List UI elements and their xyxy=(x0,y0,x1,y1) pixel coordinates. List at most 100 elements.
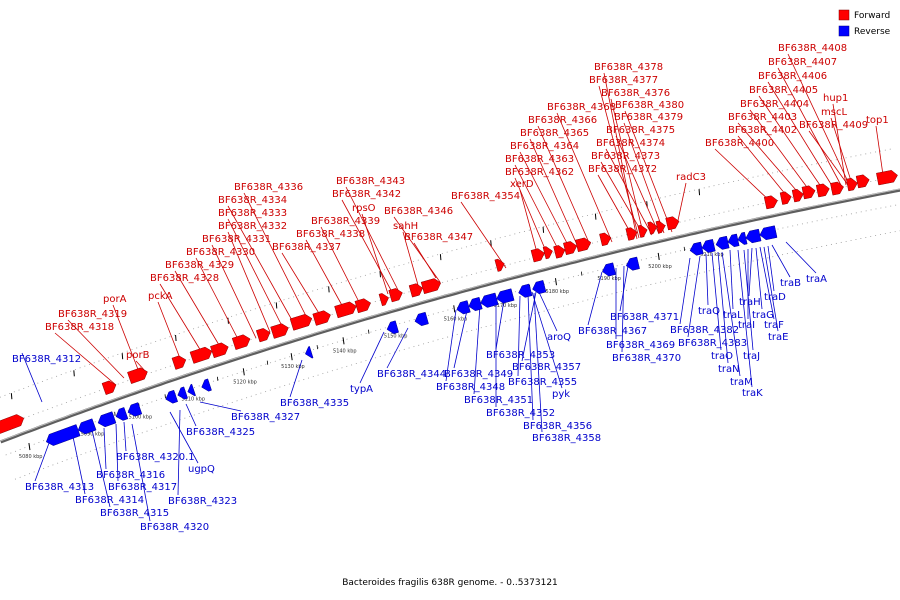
forward-gene xyxy=(779,191,792,205)
forward-gene-label: BF638R_4362 xyxy=(505,167,574,178)
leader-line xyxy=(767,245,775,292)
leader-line xyxy=(531,291,563,389)
legend-reverse-label: Reverse xyxy=(854,27,891,37)
forward-gene-label: BF638R_4366 xyxy=(528,115,597,126)
reverse-gene-label: pyk xyxy=(552,389,570,400)
tick-upper xyxy=(490,240,492,247)
forward-gene-label: BF638R_4378 xyxy=(594,62,663,73)
tick-minor xyxy=(216,376,219,381)
leader-line xyxy=(227,205,294,323)
tick-upper xyxy=(121,353,124,360)
reverse-gene xyxy=(115,407,129,421)
forward-gene xyxy=(171,355,187,370)
forward-gene xyxy=(625,227,638,241)
leader-line xyxy=(830,117,853,185)
forward-gene xyxy=(655,220,666,234)
figure-caption: Bacteroides fragilis 638R genome. - 0..5… xyxy=(342,578,558,588)
forward-gene-label: BF638R_4331 xyxy=(202,234,271,245)
leader-line xyxy=(177,409,181,496)
leader-line xyxy=(529,138,579,248)
forward-gene xyxy=(665,216,680,231)
reverse-gene-label: traL xyxy=(723,310,743,321)
reverse-gene-label: traB xyxy=(780,278,801,289)
forward-gene xyxy=(763,195,778,210)
reverse-gene xyxy=(715,235,730,250)
tick-upper xyxy=(379,271,381,278)
reverse-gene-label: traD xyxy=(764,292,786,303)
forward-gene-label: BF638R_4409 xyxy=(799,120,868,131)
forward-gene xyxy=(334,301,357,319)
forward-gene-label: BF638R_4380 xyxy=(615,100,684,111)
leader-line xyxy=(737,122,803,198)
leader-line xyxy=(743,249,754,351)
leader-line xyxy=(610,98,645,238)
tick-upper xyxy=(542,226,545,233)
reverse-gene xyxy=(601,262,617,277)
reverse-gene-label: BF638R_4344 xyxy=(377,369,446,380)
reverse-gene-label: BF638R_4315 xyxy=(100,508,169,519)
reverse-gene xyxy=(304,346,314,359)
forward-gene xyxy=(0,414,25,434)
forward-gene xyxy=(553,245,566,259)
leader-line xyxy=(679,257,691,325)
leader-line xyxy=(71,431,86,495)
reverse-gene xyxy=(480,292,499,308)
reverse-gene xyxy=(165,389,179,404)
leader-line xyxy=(808,130,849,186)
forward-gene-label: BF638R_4405 xyxy=(749,85,818,96)
legend-reverse-swatch xyxy=(838,25,850,37)
reverse-gene xyxy=(45,424,81,446)
reverse-gene-label: traI xyxy=(738,320,755,331)
reverse-gene-label: BF638R_4348 xyxy=(436,382,505,393)
reverse-gene xyxy=(468,296,483,312)
forward-gene xyxy=(542,246,553,260)
leader-line xyxy=(537,289,558,332)
forward-gene xyxy=(830,181,844,196)
leader-line xyxy=(103,427,107,470)
tick-major xyxy=(242,368,245,376)
tick-major xyxy=(290,353,293,361)
leader-line xyxy=(729,249,734,310)
backbone-highlight xyxy=(0,188,900,442)
reverse-gene xyxy=(386,320,399,335)
leader-line xyxy=(227,218,283,327)
forward-gene xyxy=(231,334,251,350)
reverse-gene-label: BF638R_4314 xyxy=(75,495,144,506)
forward-gene xyxy=(599,232,612,247)
forward-gene-label: porB xyxy=(126,350,150,361)
leader-line xyxy=(623,122,665,234)
forward-gene xyxy=(101,380,117,395)
leader-line xyxy=(785,241,817,274)
leader-line xyxy=(767,81,835,190)
legend-forward-label: Forward xyxy=(854,11,890,21)
reverse-gene xyxy=(127,402,143,417)
tick-label: 5120 kbp xyxy=(233,379,257,385)
forward-gene-label: porA xyxy=(103,294,127,305)
leader-line xyxy=(199,401,242,412)
forward-gene xyxy=(855,174,870,189)
forward-gene-label: BF638R_4332 xyxy=(218,221,287,232)
forward-gene-label: BF638R_4402 xyxy=(728,125,797,136)
forward-gene-label: BF638R_4334 xyxy=(218,195,287,206)
leader-line xyxy=(54,332,117,386)
forward-gene-label: BF638R_4354 xyxy=(451,191,520,202)
reverse-gene xyxy=(496,288,515,304)
tick-label: 5100 kbp xyxy=(129,414,153,420)
reverse-gene xyxy=(727,233,740,248)
reverse-gene-label: BF638R_4313 xyxy=(25,482,94,493)
reverse-gene-label: BF638R_4383 xyxy=(678,338,747,349)
leader-line xyxy=(519,151,571,250)
leader-line xyxy=(514,177,549,257)
forward-gene-label: BF638R_4368 xyxy=(547,102,616,113)
reverse-gene-label: traH xyxy=(739,297,761,308)
tick-upper xyxy=(698,189,701,196)
reverse-gene-label: ugpQ xyxy=(188,464,215,475)
legend-forward-swatch xyxy=(838,9,850,21)
reverse-gene-label: BF638R_4352 xyxy=(486,408,555,419)
leader-line xyxy=(460,201,507,269)
forward-gene-label: sahH xyxy=(393,221,418,232)
leader-line xyxy=(159,283,205,357)
leader-line xyxy=(521,291,537,362)
leader-line xyxy=(413,242,437,279)
